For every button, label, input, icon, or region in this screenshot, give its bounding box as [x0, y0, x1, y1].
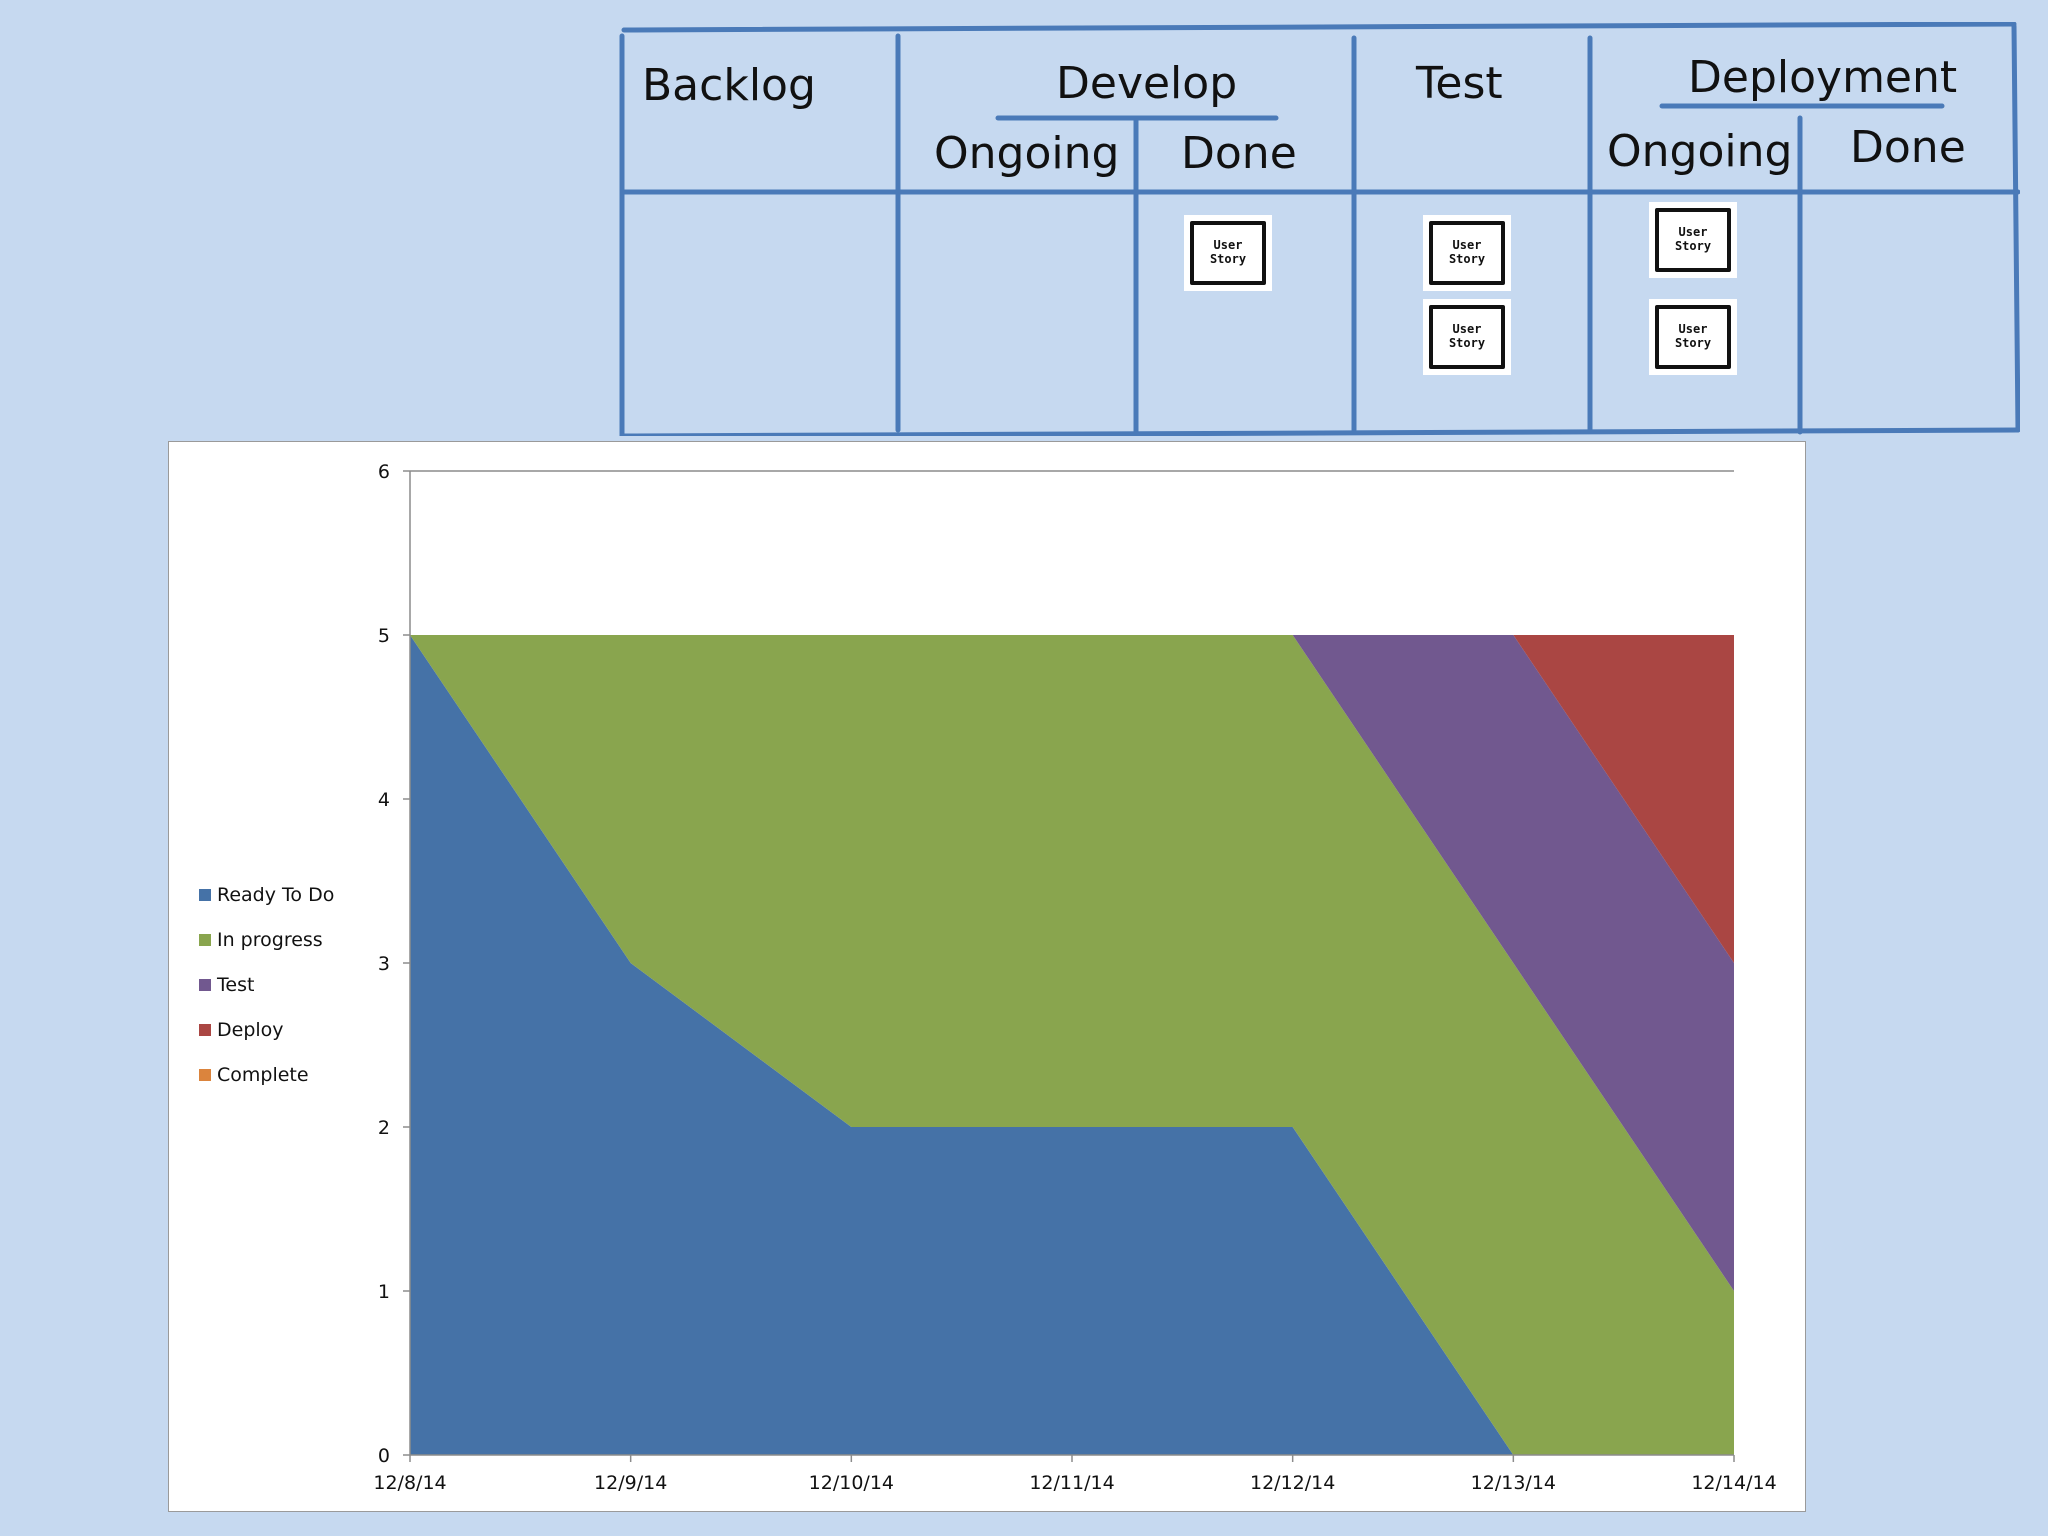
board-right-border: [2011, 23, 2020, 433]
y-tick-label: 0: [378, 1445, 390, 1467]
column-develop-ongoing-title: Ongoing: [934, 128, 1120, 179]
x-tick-label: 12/11/14: [1029, 1472, 1114, 1494]
legend-swatch: [199, 933, 211, 946]
area-layers: [410, 635, 1734, 1455]
legend-label: In progress: [217, 928, 323, 951]
legend-item: Ready To Do: [199, 872, 334, 917]
legend-swatch: [199, 1023, 211, 1036]
legend-label: Deploy: [217, 1018, 284, 1041]
column-deployment-ongoing-title: Ongoing: [1607, 126, 1793, 177]
column-develop-done-title: Done: [1181, 128, 1297, 179]
legend-label: Ready To Do: [217, 883, 335, 906]
y-tick-label: 6: [378, 461, 390, 483]
chart-legend: Ready To Do In progress Test Deploy Complete: [199, 872, 334, 1097]
column-deployment-title: Deployment: [1688, 52, 1958, 103]
user-story-card[interactable]: User Story: [1649, 299, 1737, 375]
user-story-card[interactable]: User Story: [1423, 299, 1511, 375]
x-tick-label: 12/10/14: [809, 1472, 894, 1494]
x-tick-label: 12/14/14: [1691, 1472, 1776, 1494]
user-story-card-label: User Story: [1655, 305, 1731, 369]
legend-item: In progress: [199, 917, 334, 962]
legend-swatch: [199, 1068, 211, 1081]
user-story-card-label: User Story: [1429, 221, 1505, 285]
area-series-test: [410, 635, 1734, 1291]
board-grid-lines: [619, 22, 2020, 436]
y-tick-label: 3: [378, 953, 390, 975]
y-tick-label: 4: [378, 789, 390, 811]
board-bottom-border: [619, 427, 2020, 436]
y-tick-label: 2: [378, 1117, 390, 1139]
user-story-card[interactable]: User Story: [1423, 215, 1511, 291]
column-develop-title: Develop: [1056, 58, 1238, 109]
legend-item: Test: [199, 962, 334, 1007]
column-test-title: Test: [1416, 58, 1503, 109]
user-story-card[interactable]: User Story: [1184, 215, 1272, 291]
x-tick-label: 12/12/14: [1250, 1472, 1335, 1494]
area-series-in-progress: [410, 635, 1734, 1455]
column-deployment-done-title: Done: [1850, 122, 1966, 173]
area-series-deploy: [410, 635, 1734, 963]
area-series-ready-to-do: [410, 635, 1734, 1455]
legend-swatch: [199, 978, 211, 991]
cumulative-flow-chart: 0 1 2 3 4 5 6 12/8/14 12/9/14 12/10/14 12/11/14 12/…: [168, 441, 1806, 1512]
user-story-card-label: User Story: [1429, 305, 1505, 369]
legend-item: Deploy: [199, 1007, 334, 1052]
user-story-card-label: User Story: [1655, 208, 1731, 272]
x-tick-label: 12/8/14: [373, 1472, 446, 1494]
legend-swatch: [199, 888, 211, 901]
y-tick-label: 5: [378, 625, 390, 647]
y-tick-label: 1: [378, 1281, 390, 1303]
legend-item: Complete: [199, 1052, 334, 1097]
user-story-card-label: User Story: [1190, 221, 1266, 285]
chart-plot: 0 1 2 3 4 5 6 12/8/14 12/9/14 12/10/14 12/11/14 12/…: [373, 461, 1776, 1494]
legend-label: Complete: [217, 1063, 309, 1086]
legend-label: Test: [217, 973, 255, 996]
x-tick-label: 12/9/14: [594, 1472, 667, 1494]
column-backlog-title: Backlog: [642, 60, 816, 111]
x-tick-label: 12/13/14: [1471, 1472, 1556, 1494]
board-top-border: [621, 22, 2017, 33]
kanban-board: Backlog Develop Ongoing Done Test Deploy…: [618, 22, 2020, 436]
user-story-card[interactable]: User Story: [1649, 202, 1737, 278]
